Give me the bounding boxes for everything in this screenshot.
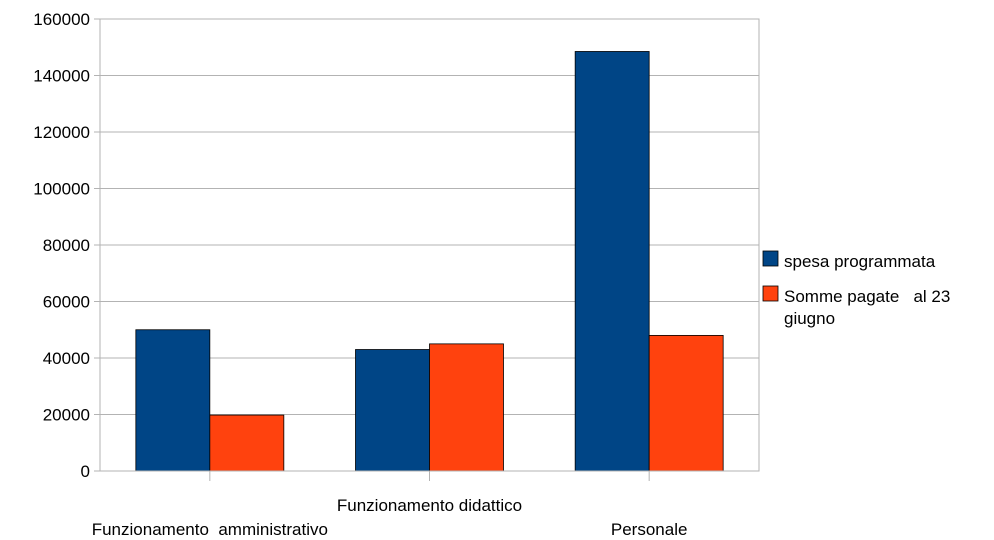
bar-spesa-programmata-2 [574,51,650,472]
y-tick-label-0: 0 [81,462,90,481]
bars [135,51,724,472]
bar-somme-pagate-1 [429,343,504,472]
y-tick-label-4: 80000 [43,236,90,255]
axes [94,18,760,481]
legend-swatch-0 [762,250,779,267]
legend-label-1: Somme pagate al 23 giugno [784,287,950,328]
legend: spesa programmata Somme pagate al 23 giugn… [762,250,950,328]
y-tick-label-3: 60000 [43,293,90,312]
y-tick-label-5: 100000 [33,180,90,199]
bar-spesa-programmata-0 [135,329,211,472]
y-tick-label-2: 40000 [43,349,90,368]
x-tick-label-2: Personale [611,520,688,539]
x-tick-label-1: Funzionamento didattico [337,496,522,515]
y-tick-label-8: 160000 [33,10,90,29]
x-tick-labels: Funzionamento amministrativo Funzionament… [92,496,688,539]
y-tick-labels: 0 20000 40000 60000 80000 100000 120000 140000 1… [33,10,90,481]
y-tick-label-1: 20000 [43,406,90,425]
legend-label-0: spesa programmata [784,252,936,271]
y-tick-label-7: 140000 [33,67,90,86]
legend-swatch-1 [762,285,779,302]
y-tick-label-6: 120000 [33,123,90,142]
bar-somme-pagate-2 [648,334,724,472]
bar-somme-pagate-0 [209,414,285,472]
x-tick-label-0: Funzionamento amministrativo [92,520,328,539]
bar-spesa-programmata-1 [355,349,430,472]
